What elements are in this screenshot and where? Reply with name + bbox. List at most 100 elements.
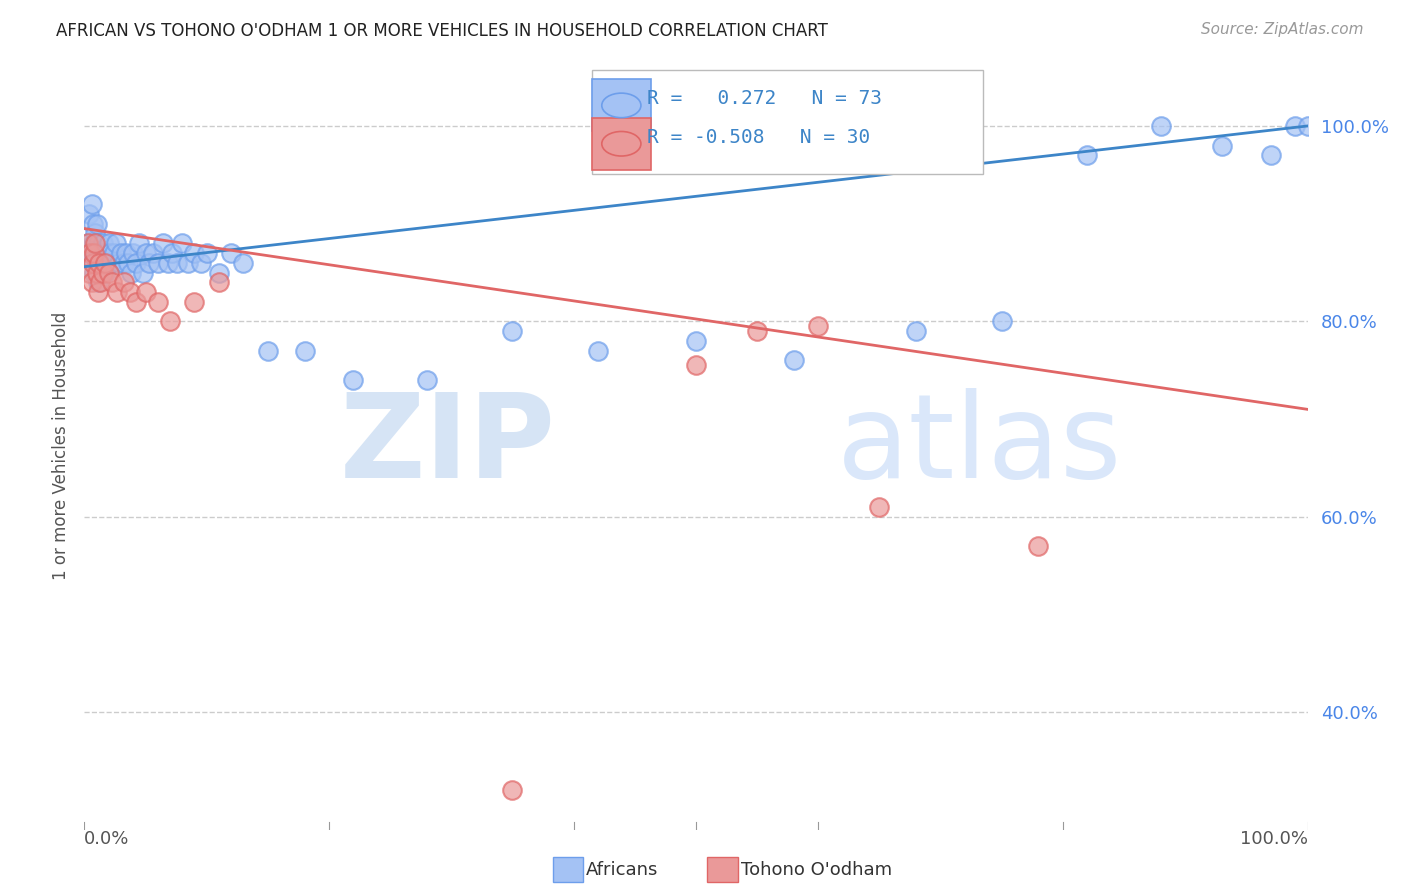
Point <box>208 275 231 289</box>
Point <box>89 256 111 270</box>
Point <box>416 373 439 387</box>
Point <box>166 256 188 270</box>
Point <box>96 246 118 260</box>
Point <box>1296 119 1319 133</box>
Point <box>77 266 100 280</box>
Point <box>101 275 124 289</box>
Point <box>76 241 98 255</box>
Point <box>152 236 174 251</box>
FancyBboxPatch shape <box>592 70 983 174</box>
Point <box>91 236 114 251</box>
Point <box>90 246 112 260</box>
Point <box>125 256 148 270</box>
FancyBboxPatch shape <box>592 79 651 131</box>
Point <box>117 256 139 270</box>
Point <box>112 256 135 270</box>
Point <box>87 246 110 260</box>
Point <box>83 246 105 260</box>
Circle shape <box>602 131 641 156</box>
Point <box>172 236 194 251</box>
Point <box>232 256 254 270</box>
Point <box>146 256 169 270</box>
Point <box>82 217 104 231</box>
Point <box>502 324 524 338</box>
Point <box>120 266 142 280</box>
Y-axis label: 1 or more Vehicles in Household: 1 or more Vehicles in Household <box>52 312 70 580</box>
Point <box>1260 148 1282 162</box>
Point <box>807 319 830 334</box>
Point <box>86 266 108 280</box>
Point <box>905 324 928 338</box>
Point <box>87 285 110 299</box>
Point <box>219 246 242 260</box>
Point <box>110 246 132 260</box>
Point <box>83 266 105 280</box>
Point <box>105 236 128 251</box>
Point <box>80 246 103 260</box>
Text: R = -0.508   N = 30: R = -0.508 N = 30 <box>647 128 870 146</box>
Point <box>79 246 101 260</box>
Point <box>87 236 110 251</box>
Point <box>135 285 157 299</box>
Point <box>94 266 117 280</box>
Point <box>132 266 155 280</box>
Point <box>82 256 104 270</box>
Point <box>84 227 107 241</box>
Text: 100.0%: 100.0% <box>1240 830 1308 847</box>
Point <box>122 246 145 260</box>
Text: AFRICAN VS TOHONO O'ODHAM 1 OR MORE VEHICLES IN HOUSEHOLD CORRELATION CHART: AFRICAN VS TOHONO O'ODHAM 1 OR MORE VEHI… <box>56 22 828 40</box>
Point <box>135 246 157 260</box>
Point <box>97 266 120 280</box>
Point <box>77 236 100 251</box>
Text: Tohono O'odham: Tohono O'odham <box>741 861 891 879</box>
Point <box>162 246 184 260</box>
Point <box>118 285 141 299</box>
Point <box>91 266 114 280</box>
Point <box>953 138 976 153</box>
Point <box>112 275 135 289</box>
Point <box>80 275 103 289</box>
Point <box>98 246 121 260</box>
Point <box>208 266 231 280</box>
Point <box>79 246 101 260</box>
Point <box>183 294 205 309</box>
Point <box>195 246 218 260</box>
Point <box>89 275 111 289</box>
Point <box>685 359 707 373</box>
Point <box>146 294 169 309</box>
Point <box>84 246 107 260</box>
Point <box>502 783 524 797</box>
FancyBboxPatch shape <box>592 118 651 169</box>
Point <box>128 236 150 251</box>
Text: 0.0%: 0.0% <box>84 830 129 847</box>
Text: R =   0.272   N = 73: R = 0.272 N = 73 <box>647 89 882 108</box>
Text: Source: ZipAtlas.com: Source: ZipAtlas.com <box>1201 22 1364 37</box>
Point <box>107 256 129 270</box>
Point <box>84 236 107 251</box>
Point <box>156 256 179 270</box>
Point <box>115 246 138 260</box>
Point <box>97 236 120 251</box>
Point <box>82 256 104 270</box>
Point <box>138 256 160 270</box>
Point <box>103 246 125 260</box>
Point <box>77 207 100 221</box>
Point <box>177 256 200 270</box>
Point <box>783 353 806 368</box>
Point <box>1076 148 1098 162</box>
Point <box>142 246 165 260</box>
Point <box>80 197 103 211</box>
Point <box>87 256 110 270</box>
Point <box>97 256 120 270</box>
Point <box>94 256 117 270</box>
Text: Africans: Africans <box>586 861 658 879</box>
Point <box>1284 119 1306 133</box>
Point <box>159 314 181 328</box>
Point <box>77 236 100 251</box>
Point <box>105 285 128 299</box>
Point <box>1028 539 1050 553</box>
Point <box>257 343 280 358</box>
Point <box>83 236 105 251</box>
Point <box>100 256 122 270</box>
Point <box>991 314 1014 328</box>
